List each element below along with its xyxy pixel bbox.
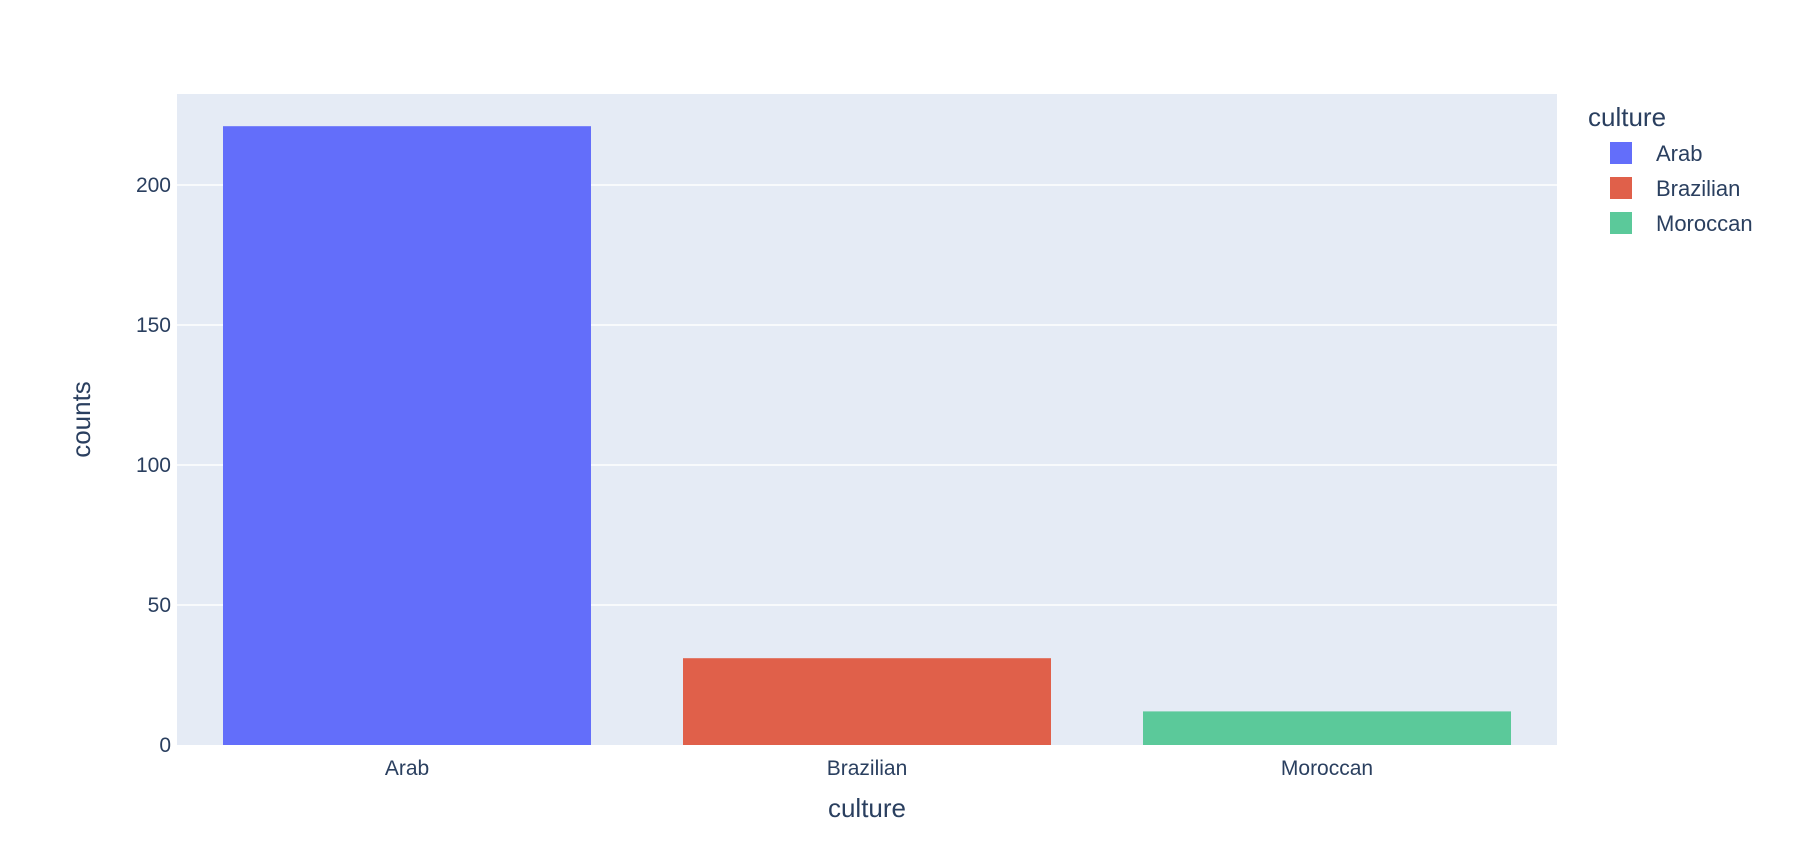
x-tick-label: Moroccan <box>1281 757 1373 780</box>
y-axis-title: counts <box>66 381 96 458</box>
x-axis-title: culture <box>828 793 906 823</box>
legend-label: Arab <box>1656 141 1702 166</box>
x-tick-label: Arab <box>385 757 429 780</box>
legend-title: culture <box>1588 102 1666 132</box>
y-tick-label: 150 <box>136 314 171 337</box>
y-tick-label: 50 <box>148 594 171 617</box>
legend-swatch <box>1610 177 1632 199</box>
legend[interactable]: culture Arab Brazilian Moroccan <box>1588 102 1753 236</box>
legend-item-moroccan[interactable]: Moroccan <box>1610 211 1753 236</box>
bar-brazilian[interactable] <box>683 658 1051 745</box>
y-tick-label: 100 <box>136 454 171 477</box>
x-tick-label: Brazilian <box>827 757 908 780</box>
legend-items[interactable]: Arab Brazilian Moroccan <box>1610 141 1753 236</box>
y-tick-label: 200 <box>136 174 171 197</box>
y-axis-ticks: 0 50 100 150 200 <box>136 174 171 757</box>
bar-moroccan[interactable] <box>1143 711 1511 745</box>
bars <box>223 126 1511 745</box>
legend-label: Moroccan <box>1656 211 1753 236</box>
bar-arab[interactable] <box>223 126 591 745</box>
y-tick-label: 0 <box>159 734 171 757</box>
legend-item-brazilian[interactable]: Brazilian <box>1610 176 1740 201</box>
x-axis-ticks: Arab Brazilian Moroccan <box>385 757 1373 780</box>
legend-swatch <box>1610 212 1632 234</box>
legend-item-arab[interactable]: Arab <box>1610 141 1702 166</box>
legend-swatch <box>1610 142 1632 164</box>
legend-label: Brazilian <box>1656 176 1740 201</box>
